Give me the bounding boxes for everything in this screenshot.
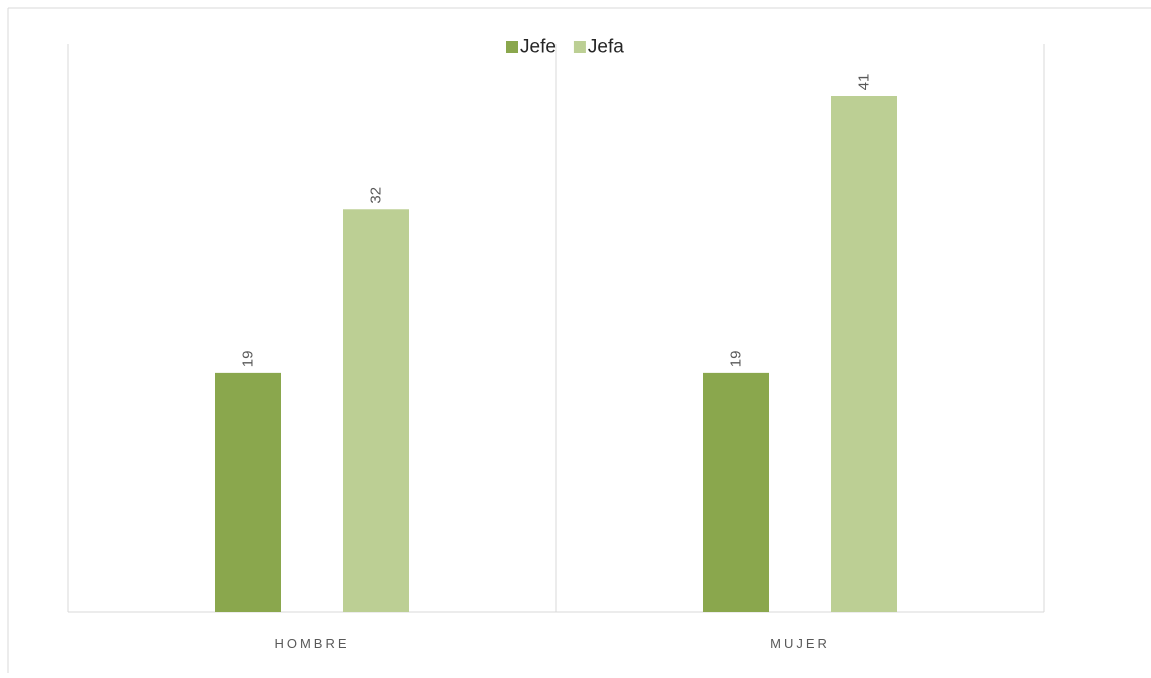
bar-jefe-mujer[interactable] [703, 372, 769, 612]
legend-label-jefe: Jefe [520, 37, 556, 58]
bar-jefa-hombre[interactable] [343, 209, 409, 612]
category-label-mujer: MUJER [770, 636, 830, 651]
data-label-jefa-hombre: 32 [368, 187, 385, 204]
legend-swatch-jefe [506, 41, 518, 53]
data-labels: 19 32 19 41 [240, 74, 873, 368]
axes [67, 44, 1045, 613]
bars [215, 96, 897, 612]
legend-item-jefa[interactable]: Jefa [573, 37, 624, 58]
bar-jefa-mujer[interactable] [831, 96, 897, 612]
legend-item-jefe[interactable]: Jefe [506, 37, 556, 58]
category-label-hombre: HOMBRE [274, 636, 349, 651]
data-label-jefe-mujer: 19 [728, 351, 745, 368]
legend-label-jefa: Jefa [588, 37, 624, 58]
data-label-jefe-hombre: 19 [240, 351, 257, 368]
bar-jefe-hombre[interactable] [215, 372, 281, 612]
legend-swatch-jefa [573, 41, 586, 53]
data-label-jefa-mujer: 41 [856, 74, 873, 91]
chart-frame [7, 7, 1151, 673]
legend[interactable]: Jefe Jefa [506, 37, 624, 58]
category-labels: HOMBRE MUJER [274, 636, 830, 651]
